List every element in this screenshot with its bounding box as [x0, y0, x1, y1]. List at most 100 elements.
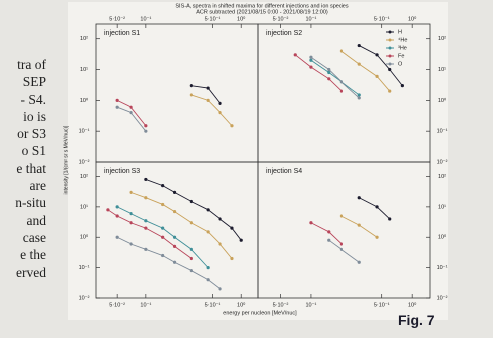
data-point [340, 248, 343, 251]
data-point [340, 242, 343, 245]
data-point [294, 53, 297, 56]
data-point [173, 236, 176, 239]
x-tick-label: 5·10⁻¹ [205, 16, 221, 22]
data-point [129, 221, 132, 224]
y-tick-label: 10¹ [80, 204, 88, 210]
y-tick-label: 10¹ [438, 67, 446, 73]
data-point [218, 217, 221, 220]
data-point [327, 230, 330, 233]
x-tick-label: 10⁻¹ [140, 16, 151, 22]
data-point [129, 111, 132, 114]
data-point [340, 49, 343, 52]
data-point [116, 236, 119, 239]
x-tick-label: 10⁰ [408, 15, 417, 22]
x-tick-label: 10⁰ [237, 301, 246, 308]
x-tick-label: 5·10⁻² [273, 16, 289, 22]
data-point [116, 106, 119, 109]
y-tick-label: 10¹ [80, 67, 88, 73]
data-point [190, 257, 193, 260]
data-point [327, 71, 330, 74]
chart-subtitle: ACR subtracted (2021/08/15 0:00 - 2021/0… [196, 9, 328, 15]
legend-marker [389, 47, 392, 50]
data-point [309, 59, 312, 62]
y-tick-label: 10⁰ [438, 97, 447, 104]
data-point [375, 75, 378, 78]
x-tick-label: 5·10⁻¹ [374, 302, 390, 308]
data-point [116, 214, 119, 217]
x-tick-label: 5·10⁻¹ [374, 16, 390, 22]
data-point [173, 245, 176, 248]
data-point [207, 230, 210, 233]
y-tick-label: 10² [80, 36, 88, 42]
data-point [190, 221, 193, 224]
data-point [207, 266, 210, 269]
data-point [129, 191, 132, 194]
data-point [207, 208, 210, 211]
data-point [309, 56, 312, 59]
x-tick-label: 5·10⁻² [109, 16, 125, 22]
data-point [106, 208, 109, 211]
data-point [173, 191, 176, 194]
y-axis-label: intensity [1/(cm² sr s MeV/nuc)] [63, 125, 69, 195]
x-tick-label: 10⁻¹ [306, 302, 317, 308]
panel-title: injection S2 [266, 30, 302, 37]
data-point [173, 261, 176, 264]
y-tick-label: 10² [438, 174, 446, 180]
data-point [309, 65, 312, 68]
data-point [327, 77, 330, 80]
data-point [129, 242, 132, 245]
x-tick-label: 5·10⁻² [109, 302, 125, 308]
data-point [190, 93, 193, 96]
data-point [144, 227, 147, 230]
y-tick-label: 10⁰ [80, 97, 89, 104]
legend-label: O [398, 61, 403, 67]
data-point [327, 239, 330, 242]
x-tick-label: 10⁰ [408, 301, 417, 308]
data-point [388, 217, 391, 220]
figure-caption: Fig. 7 [398, 312, 435, 328]
data-point [129, 106, 132, 109]
y-tick-label: 10¹ [438, 204, 446, 210]
data-point [190, 84, 193, 87]
legend-marker [389, 31, 392, 34]
y-tick-label: 10⁰ [80, 234, 89, 241]
data-point [144, 219, 147, 222]
legend-marker [389, 55, 392, 58]
data-point [129, 212, 132, 215]
data-point [161, 254, 164, 257]
y-tick-label: 10⁰ [438, 234, 447, 241]
data-point [375, 53, 378, 56]
data-point [218, 111, 221, 114]
data-point [340, 80, 343, 83]
data-point [173, 210, 176, 213]
x-tick-label: 5·10⁻² [273, 302, 289, 308]
data-point [358, 44, 361, 47]
data-point [207, 86, 210, 89]
data-point [388, 89, 391, 92]
data-point [240, 239, 243, 242]
y-tick-label: 10⁻¹ [437, 129, 448, 135]
x-tick-label: 10⁻¹ [306, 16, 317, 22]
data-point [218, 287, 221, 290]
data-point [144, 178, 147, 181]
legend-label: Fe [398, 53, 404, 59]
panel-title: injection S3 [104, 168, 140, 175]
data-point [161, 203, 164, 206]
data-point [340, 89, 343, 92]
data-point [207, 278, 210, 281]
data-point [161, 236, 164, 239]
y-tick-label: 10⁻¹ [437, 265, 448, 271]
data-point [190, 248, 193, 251]
y-tick-label: 10⁻¹ [79, 129, 90, 135]
legend-marker [389, 39, 392, 42]
y-tick-label: 10⁻¹ [79, 265, 90, 271]
figure: 5·10⁻²10⁻¹5·10⁻¹10⁰10⁻²10⁻¹10⁰10¹10²inje… [0, 0, 493, 338]
paper-page: tra ofSEP- S4.io isor S3o S1e thataren-s… [0, 0, 493, 338]
data-point [358, 96, 361, 99]
data-point [358, 63, 361, 66]
data-point [230, 124, 233, 127]
x-tick-label: 10⁻¹ [140, 302, 151, 308]
data-point [340, 214, 343, 217]
data-point [207, 99, 210, 102]
legend-label: ³He [398, 45, 407, 51]
